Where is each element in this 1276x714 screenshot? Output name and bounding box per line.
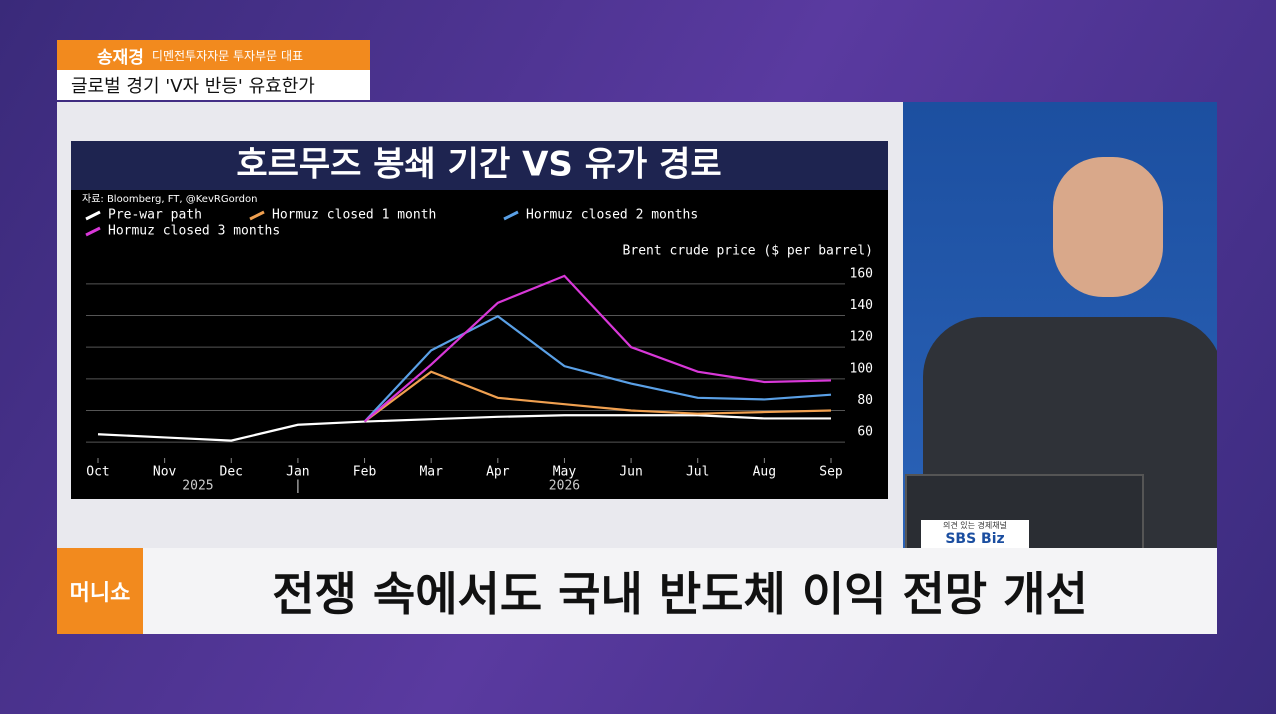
series-line [363,370,832,423]
y-tick-label: 160 [850,266,873,281]
legend-swatch [503,210,519,221]
legend-swatch [85,226,101,237]
headline: 전쟁 속에서도 국내 반도체 이익 전망 개선 [272,567,1088,621]
x-tick-label: Nov [153,465,177,480]
chart-title: 호르무즈 봉쇄 기간 VS 유가 경로 [236,145,721,185]
series-line [363,274,832,423]
y-axis-label: Brent crude price ($ per barrel) [623,244,873,259]
name-tag: 송재경 디멘전투자자문 투자부문 대표 [57,40,370,70]
legend-label: Hormuz closed 1 month [272,208,436,223]
name: 송재경 [97,47,144,68]
x-tick-label: May [553,465,577,480]
source: 자료: Bloomberg, FT, @KevRGordon [82,193,257,205]
y-tick-label: 120 [850,330,873,345]
y-tick-label: 60 [857,425,873,440]
y-tick-label: 140 [850,298,873,313]
topic: 글로벌 경기 'V자 반등' 유효한가 [57,70,370,100]
legend-swatch [249,210,265,221]
lower-banner: 머니쇼 전쟁 속에서도 국내 반도체 이익 전망 개선 [57,548,1217,634]
series-line [97,414,831,442]
x-tick-label: Aug [753,465,776,480]
x-tick-label: Feb [353,465,377,480]
logo-card: 의견 있는 경제채널 SBS Biz [921,520,1029,548]
legend-label: Hormuz closed 2 months [526,208,698,223]
logo-tagline: 의견 있는 경제채널 [943,521,1007,530]
year-label: 2026 [549,479,580,494]
y-tick-label: 100 [850,361,873,376]
legend-label: Hormuz closed 3 months [108,224,280,239]
x-tick-label: Oct [86,465,109,480]
legend-label: Pre-war path [108,208,202,223]
x-tick-label: Apr [486,465,510,480]
presenter-head [1053,157,1163,297]
program-logo: 머니쇼 [57,548,143,634]
title-bar [71,141,888,190]
x-tick-label: Jun [619,465,642,480]
legend-swatch [85,210,101,221]
x-tick-label: Jan [286,465,309,480]
year-label: | [294,479,302,494]
y-tick-label: 80 [857,393,873,408]
x-tick-label: Mar [419,465,443,480]
x-tick-label: Dec [220,465,243,480]
studio: 의견 있는 경제채널 SBS Biz [903,102,1217,548]
affiliation: 디멘전투자자문 투자부문 대표 [151,48,304,63]
x-tick-label: Jul [686,465,709,480]
logo: SBS Biz [945,531,1005,547]
x-tick-label: Sep [819,465,843,480]
series-line [363,315,832,423]
year-label: 2025 [182,479,213,494]
